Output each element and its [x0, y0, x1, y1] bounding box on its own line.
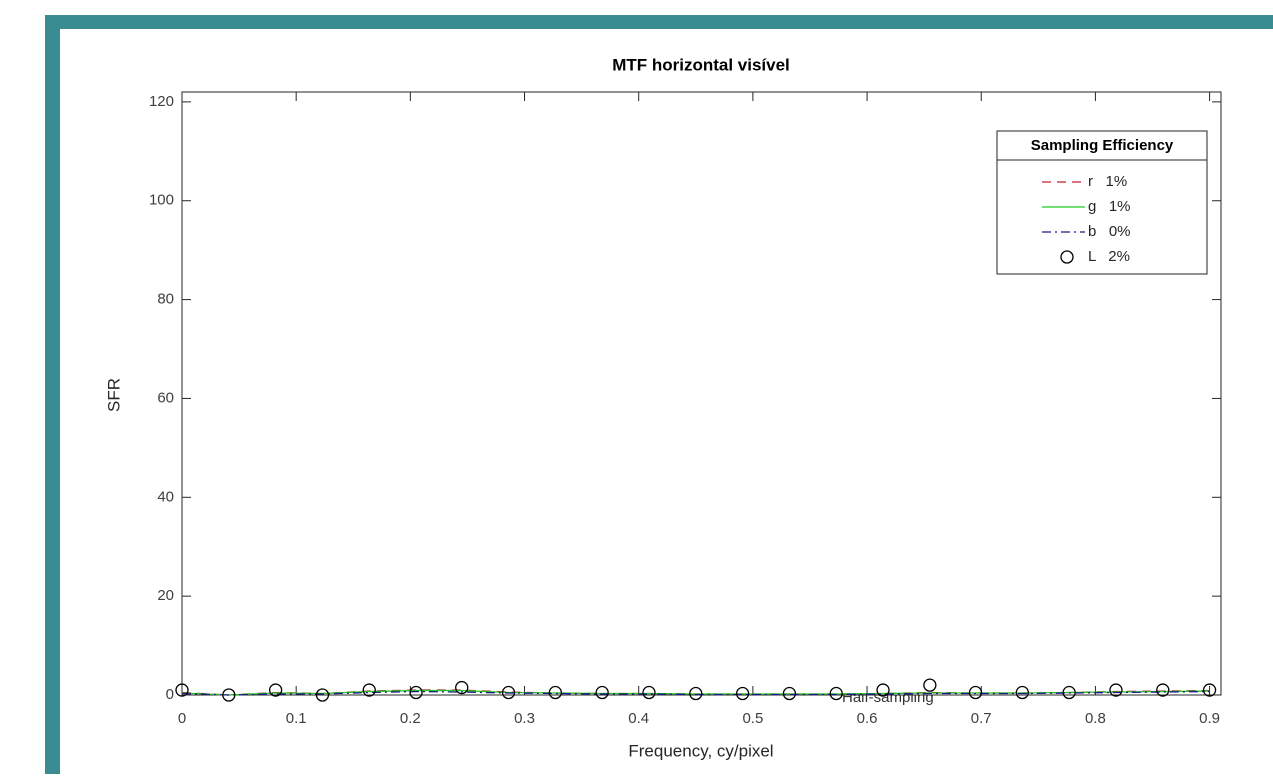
x-tick-label: 0.1 — [286, 710, 307, 727]
x-tick-label: 0.6 — [857, 710, 878, 727]
data-point — [689, 686, 703, 701]
x-axis-label: Frequency, cy/pixel — [628, 741, 773, 760]
y-tick-label: 80 — [157, 291, 174, 308]
x-tick-label: 0.2 — [400, 710, 421, 727]
data-point — [548, 685, 563, 700]
data-point — [968, 685, 983, 700]
x-tick-label: 0 — [178, 710, 186, 727]
y-tick-label: 20 — [157, 587, 174, 604]
data-line — [181, 690, 1210, 696]
y-tick-label: 120 — [149, 93, 174, 110]
x-tick-label: 0.3 — [514, 710, 535, 727]
data-point — [175, 683, 189, 697]
data-point — [923, 678, 937, 692]
frame-left — [45, 15, 60, 774]
y-tick-label: 0 — [166, 686, 174, 703]
legend-box — [996, 130, 1208, 275]
y-axis-label: SFR — [104, 378, 123, 412]
x-tick-label: 0.4 — [628, 710, 649, 727]
x-tick-label: 0.7 — [971, 710, 992, 727]
frame-top — [45, 15, 1273, 29]
x-tick-label: 0.9 — [1199, 710, 1220, 727]
data-point — [501, 685, 516, 700]
x-tick-label: 0.5 — [742, 710, 763, 727]
y-tick-label: 40 — [157, 488, 174, 505]
chart-title: MTF horizontal visível — [612, 55, 790, 74]
y-tick-label: 100 — [149, 192, 174, 209]
data-point — [409, 685, 423, 700]
y-tick-label: 60 — [157, 389, 174, 406]
data-point — [829, 686, 843, 701]
data-point — [1062, 685, 1076, 700]
data-point — [642, 685, 656, 700]
legend-title: Sampling Efficiency — [1031, 137, 1174, 154]
data-point — [222, 688, 236, 702]
data-point — [362, 683, 376, 697]
legend-label: b 0% — [1088, 223, 1131, 240]
legend-label: L 2% — [1088, 248, 1130, 265]
data-point — [1156, 683, 1170, 697]
legend: Sampling Efficiency r 1% g 1% b 0% L 2% — [996, 130, 1208, 275]
data-point — [315, 688, 330, 702]
legend-label: r 1% — [1088, 173, 1127, 190]
data-point — [1109, 683, 1123, 697]
legend-marker — [1060, 250, 1074, 264]
data-point — [268, 683, 283, 697]
data-point — [782, 686, 797, 701]
data-point — [455, 680, 469, 695]
data-point — [1202, 683, 1217, 697]
data-point — [735, 686, 750, 701]
x-tick-label: 0.8 — [1085, 710, 1106, 727]
data-point — [876, 683, 890, 697]
data-point — [1015, 685, 1029, 700]
data-point — [595, 685, 609, 700]
legend-label: g 1% — [1088, 198, 1131, 215]
